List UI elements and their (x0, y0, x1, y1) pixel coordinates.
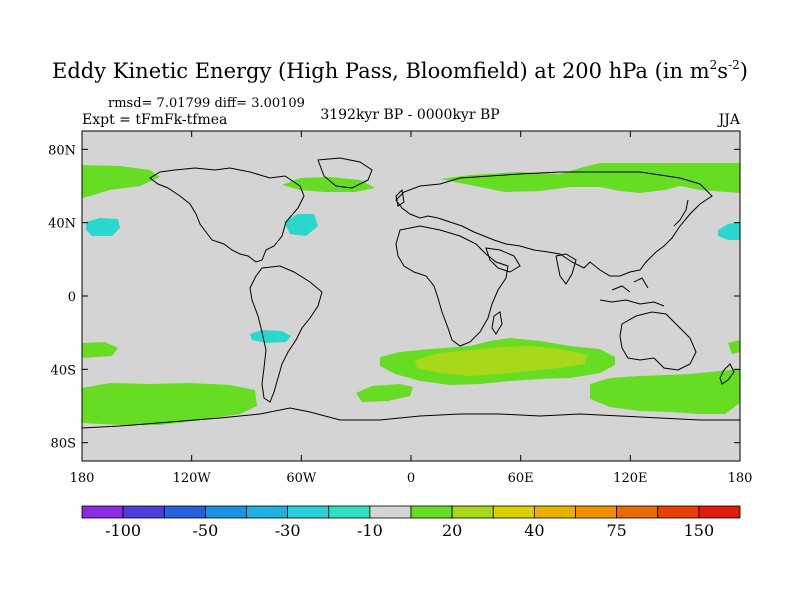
x-tick-label: 0 (407, 471, 415, 486)
colorbar-label: 150 (684, 521, 715, 540)
x-tick-label: 120E (613, 471, 647, 486)
colorbar-swatch (492, 505, 535, 519)
y-tick-label: 80N (48, 143, 76, 158)
colorbar-swatch (698, 505, 741, 519)
colorbar-swatch (81, 505, 124, 519)
anomaly-region-ne-pacific-cyan (86, 218, 120, 236)
colorbar-label: -10 (357, 521, 383, 540)
x-tick-label: 120W (173, 471, 212, 486)
colorbar-swatch (328, 505, 371, 519)
colorbar-swatch (122, 505, 165, 519)
colorbar-swatch (533, 505, 576, 519)
coastline-north-america (149, 167, 305, 263)
coastline-greenland (317, 157, 373, 189)
anomaly-region-indian-ocean-core (415, 346, 588, 376)
y-tick-label: 40S (51, 363, 76, 378)
coastline-south-america (249, 265, 323, 403)
map-axes: 180 120W 60W 0 60E 120E 180 80N 40N 0 40S 80S (48, 131, 752, 486)
x-tick-label: 60W (286, 471, 317, 486)
colorbar: -100 -50 -30 -10 20 40 75 150 (81, 505, 741, 540)
experiment-label: Expt = tFmFk-tfmea (82, 112, 228, 128)
coastline-japan (673, 199, 689, 227)
colorbar-swatch (287, 505, 330, 519)
anomaly-region-s-atlantic-small (356, 384, 413, 402)
colorbar-swatch (575, 505, 618, 519)
colorbar-swatch (204, 505, 247, 519)
x-tick-label: 60E (508, 471, 534, 486)
colorbar-swatch (410, 505, 453, 519)
coastline-antarctica (82, 407, 740, 429)
colorbar-swatch (657, 505, 700, 519)
colorbar-label: 75 (606, 521, 626, 540)
anomaly-region-eurasia (440, 163, 740, 193)
coastline-indonesia (599, 277, 665, 307)
coastline-new-zealand (719, 363, 735, 385)
anomaly-region-southern-ocean-pacific (82, 383, 257, 425)
colorbar-swatch (369, 505, 412, 519)
period-label: 3192kyr BP - 0000kyr BP (320, 107, 500, 123)
anomaly-region-nw-atlantic-cyan (284, 214, 318, 236)
anomaly-fields (82, 163, 740, 425)
y-tick-label: 80S (51, 437, 76, 452)
anomaly-region-n-pacific (82, 165, 160, 198)
colorbar-swatch (616, 505, 659, 519)
coastline-madagascar (491, 311, 503, 335)
coastline-africa (395, 225, 509, 347)
coastlines (82, 157, 740, 429)
colorbar-label: -100 (105, 521, 141, 540)
anomaly-region-s-pacific-west (82, 342, 118, 358)
plot-title: Eddy Kinetic Energy (High Pass, Bloomfie… (52, 58, 748, 83)
colorbar-label: 40 (524, 521, 544, 540)
coastline-australia (619, 311, 697, 371)
colorbar-swatch (451, 505, 494, 519)
coastline-uk (395, 188, 405, 207)
stats-text: rmsd= 7.01799 diff= 3.00109 (108, 96, 305, 111)
anomaly-region-s-pacific-cyan (250, 330, 291, 343)
colorbar-label: -50 (192, 521, 218, 540)
colorbar-swatch (246, 505, 289, 519)
anomaly-region-se-pacific-east (728, 340, 740, 354)
season-label: JJA (718, 112, 740, 128)
coastline-arabia (485, 247, 521, 273)
colorbar-label: 20 (442, 521, 462, 540)
anomaly-region-s-australia (590, 369, 740, 414)
coastline-europe-asia (395, 171, 713, 277)
y-tick-label: 40N (48, 217, 76, 232)
x-tick-label: 180 (728, 471, 753, 486)
colorbar-swatch (163, 505, 206, 519)
y-tick-label: 0 (68, 290, 76, 305)
anomaly-region-nw-pacific-cyan (718, 222, 740, 240)
colorbar-label: -30 (275, 521, 301, 540)
coastline-india (555, 253, 577, 285)
x-tick-label: 180 (70, 471, 95, 486)
